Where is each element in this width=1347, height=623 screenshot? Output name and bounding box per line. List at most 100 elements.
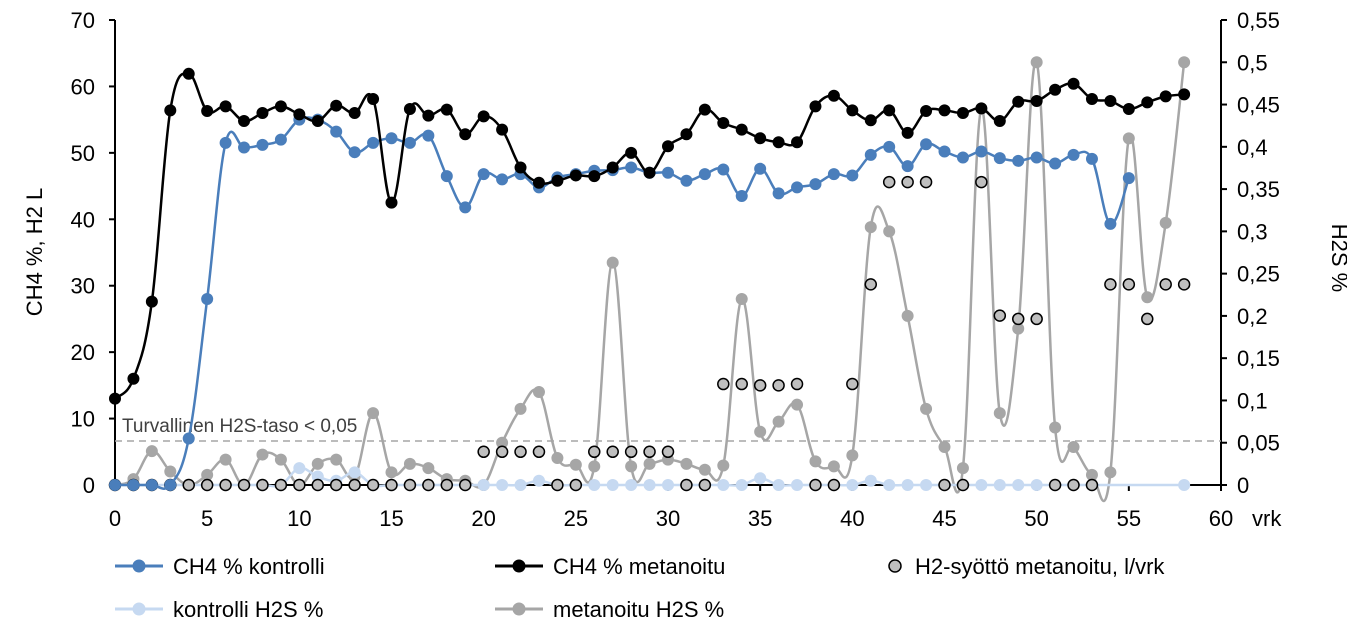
data-point: [440, 170, 453, 183]
data-point: [993, 152, 1006, 165]
data-point: [993, 114, 1006, 127]
data-point: [366, 478, 380, 492]
data-point: [643, 479, 656, 491]
data-point: [569, 169, 582, 182]
data-point: [403, 103, 416, 116]
data-point: [791, 136, 804, 149]
data-point: [1177, 278, 1191, 291]
data-point: [200, 478, 214, 492]
data-point: [975, 102, 988, 115]
data-point: [606, 256, 619, 269]
legend-marker: [888, 559, 902, 573]
data-point: [901, 479, 914, 491]
data-point: [569, 458, 582, 471]
y-tick-label: 30: [71, 274, 95, 299]
data-point: [625, 479, 638, 491]
x-tick-label: 0: [109, 506, 121, 531]
data-point: [219, 136, 232, 149]
data-point: [588, 445, 601, 459]
data-point: [495, 445, 509, 459]
data-point: [348, 466, 361, 479]
data-point: [1178, 56, 1191, 69]
data-point: [1122, 172, 1135, 185]
data-point: [809, 178, 822, 191]
y2-tick-label: 0,2: [1237, 304, 1268, 329]
legend-item: metanoitu H2S %: [495, 597, 724, 622]
legend-item: CH4 % kontrolli: [115, 554, 325, 579]
data-point: [385, 196, 398, 209]
data-point: [551, 174, 564, 187]
data-point: [256, 107, 269, 119]
data-point: [606, 479, 619, 491]
data-point: [532, 445, 546, 459]
data-point: [1104, 95, 1117, 108]
data-point: [1159, 216, 1172, 229]
data-point: [791, 398, 804, 411]
data-point: [754, 132, 767, 145]
data-point: [809, 100, 822, 113]
data-point: [883, 479, 896, 491]
data-point: [1085, 468, 1098, 481]
data-point: [1049, 421, 1062, 434]
data-point: [790, 377, 804, 391]
x-tick-label: 15: [379, 506, 403, 531]
data-point: [625, 161, 638, 174]
data-point: [219, 478, 232, 492]
data-point: [109, 479, 121, 491]
y2-tick-label: 0,55: [1237, 8, 1280, 33]
data-point: [864, 148, 877, 161]
data-point: [1085, 478, 1099, 492]
data-point: [717, 377, 730, 391]
data-point: [367, 407, 380, 420]
y-tick-label: 20: [71, 340, 95, 365]
y2-tick-label: 0,1: [1237, 388, 1268, 413]
data-point: [993, 407, 1006, 420]
data-point: [846, 479, 859, 491]
data-point: [975, 145, 988, 158]
data-point: [1159, 90, 1172, 103]
data-point: [1159, 278, 1172, 291]
data-point: [883, 140, 896, 153]
data-point: [422, 478, 435, 492]
x-tick-label: 10: [287, 506, 311, 531]
data-point: [588, 170, 601, 183]
data-point: [938, 440, 951, 453]
data-point: [624, 445, 638, 459]
data-point: [735, 190, 748, 203]
data-point: [606, 445, 619, 459]
data-point: [477, 110, 490, 123]
legend: CH4 % kontrolli CH4 % metanoitu H2-syöttö …: [115, 554, 1165, 622]
data-point: [772, 379, 785, 392]
x-tick-label: 55: [1117, 506, 1141, 531]
data-point: [1049, 157, 1062, 170]
data-point: [182, 432, 195, 445]
x-tick-label: 20: [471, 506, 495, 531]
data-point: [348, 478, 361, 492]
y-axis-title: CH4 %, H2 L: [22, 188, 47, 316]
data-point: [661, 445, 675, 459]
data-point: [201, 468, 214, 481]
data-point: [1085, 93, 1098, 106]
data-point: [459, 128, 472, 141]
data-point: [864, 114, 877, 127]
data-point: [477, 445, 490, 459]
data-point: [109, 392, 121, 405]
x-tick-label: 35: [748, 506, 772, 531]
data-point: [680, 174, 693, 187]
data-point: [643, 457, 656, 470]
data-point: [1030, 479, 1043, 491]
series-layer: [108, 56, 1191, 503]
data-point: [846, 104, 859, 117]
data-point: [625, 146, 638, 159]
data-point: [256, 138, 269, 151]
data-point: [1141, 96, 1154, 109]
data-point: [330, 453, 343, 466]
data-point: [1030, 312, 1043, 326]
legend-label: CH4 % kontrolli: [173, 554, 325, 579]
data-point: [1141, 312, 1154, 326]
data-point: [975, 175, 988, 189]
data-point: [1178, 88, 1191, 101]
legend-label: CH4 % metanoitu: [553, 554, 725, 579]
data-point: [1048, 478, 1062, 492]
data-point: [717, 163, 730, 176]
